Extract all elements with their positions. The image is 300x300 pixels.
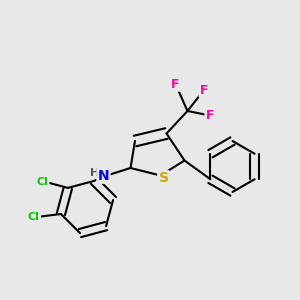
Text: F: F xyxy=(206,109,214,122)
Text: F: F xyxy=(200,83,208,97)
Text: F: F xyxy=(171,77,180,91)
Text: Cl: Cl xyxy=(37,177,48,187)
Text: H: H xyxy=(90,167,99,178)
Text: Cl: Cl xyxy=(28,212,40,222)
Text: S: S xyxy=(158,172,169,185)
Text: N: N xyxy=(98,169,109,182)
